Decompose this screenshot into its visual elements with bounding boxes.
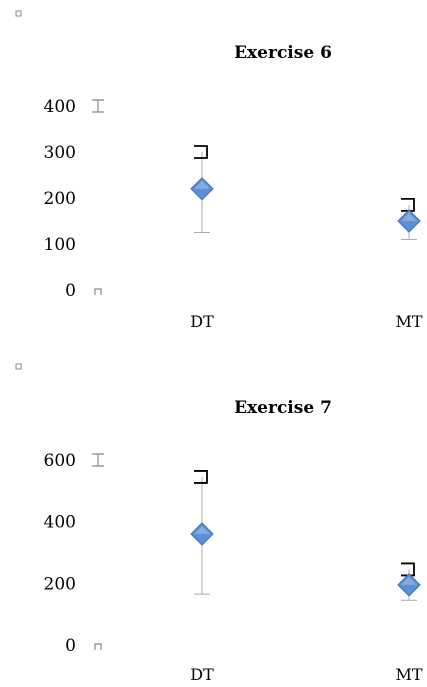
axis-bottom-glyph	[94, 288, 102, 295]
x-tick-label: DT	[190, 665, 214, 684]
axis-bottom-glyph	[94, 643, 102, 650]
y-tick-label: 600	[44, 451, 76, 471]
data-point	[190, 522, 214, 546]
x-tick-label: DT	[190, 312, 214, 331]
data-point	[190, 177, 214, 201]
error-bar-high-cap	[401, 198, 415, 212]
chart-title: Exercise 6	[234, 43, 332, 63]
axis-top-glyph	[92, 99, 104, 113]
data-point-highlight	[194, 526, 210, 534]
y-tick-label: 100	[44, 235, 76, 255]
error-bar-high-cap	[194, 145, 208, 159]
data-point	[397, 573, 421, 597]
y-tick-label: 200	[44, 574, 76, 594]
axis-top-glyph	[92, 453, 104, 467]
data-point-highlight	[401, 576, 417, 585]
error-bar-high-cap	[401, 562, 415, 577]
object-handle-1	[15, 10, 22, 17]
y-tick-label: 400	[44, 513, 76, 533]
y-tick-label: 0	[65, 281, 76, 301]
y-tick-label: 200	[44, 189, 76, 209]
chart-title: Exercise 7	[234, 398, 332, 418]
error-bar-high-cap	[194, 470, 208, 484]
y-tick-label: 400	[44, 97, 76, 117]
x-tick-label: MT	[395, 312, 422, 331]
data-point-highlight	[194, 180, 210, 189]
y-tick-label: 300	[44, 143, 76, 163]
object-handle-2	[15, 363, 22, 370]
data-point	[397, 209, 421, 233]
data-point-highlight	[401, 213, 417, 221]
chart-exercise-6: Exercise 6 0 100 200 300 400 DT MT	[44, 43, 423, 331]
y-tick-label: 0	[65, 636, 76, 656]
chart-exercise-7: Exercise 7 0 200 400 600 DT MT	[44, 398, 423, 684]
x-tick-label: MT	[395, 665, 422, 684]
